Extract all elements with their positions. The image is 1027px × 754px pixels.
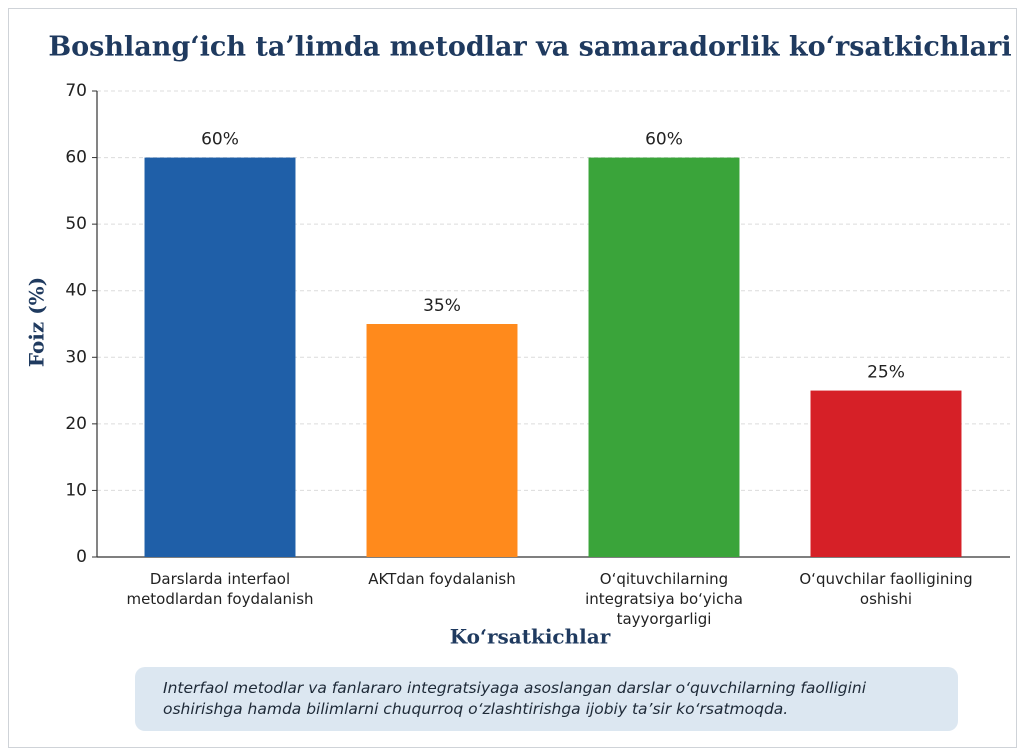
y-tick-label: 20: [65, 414, 87, 434]
note: Interfaol metodlar va fanlararo integrat…: [135, 667, 958, 731]
value-label: 35%: [423, 296, 461, 316]
y-tick-label: 70: [65, 81, 87, 101]
y-tick-label: 0: [76, 547, 87, 567]
x-tick-label: Darslarda interfaol metodlardan foydalan…: [126, 570, 314, 608]
x-tick-label: AKTdan foydalanish: [368, 570, 516, 588]
bar: [144, 157, 296, 558]
y-axis-label: Foiz (%): [25, 277, 49, 367]
bar: [588, 157, 740, 558]
x-tick-label: O‘quvchilar faolligining oshishi: [799, 570, 973, 608]
value-label: 60%: [645, 130, 683, 150]
value-label: 60%: [201, 130, 239, 150]
bar: [810, 390, 962, 557]
y-tick-label: 10: [65, 480, 87, 500]
bar: [366, 324, 518, 557]
y-tick-label: 60: [65, 148, 87, 168]
y-tick-label: 40: [65, 281, 87, 301]
chart-title: Boshlang‘ich ta’limda metodlar va samara…: [48, 32, 1011, 63]
y-tick-label: 30: [65, 347, 87, 367]
x-axis-label: Ko‘rsatkichlar: [450, 625, 611, 649]
value-label: 25%: [867, 363, 905, 383]
frame: [8, 8, 1017, 748]
y-tick-label: 50: [65, 214, 87, 234]
x-tick-label: O‘qituvchilarning integratsiya bo‘yicha …: [585, 570, 743, 628]
